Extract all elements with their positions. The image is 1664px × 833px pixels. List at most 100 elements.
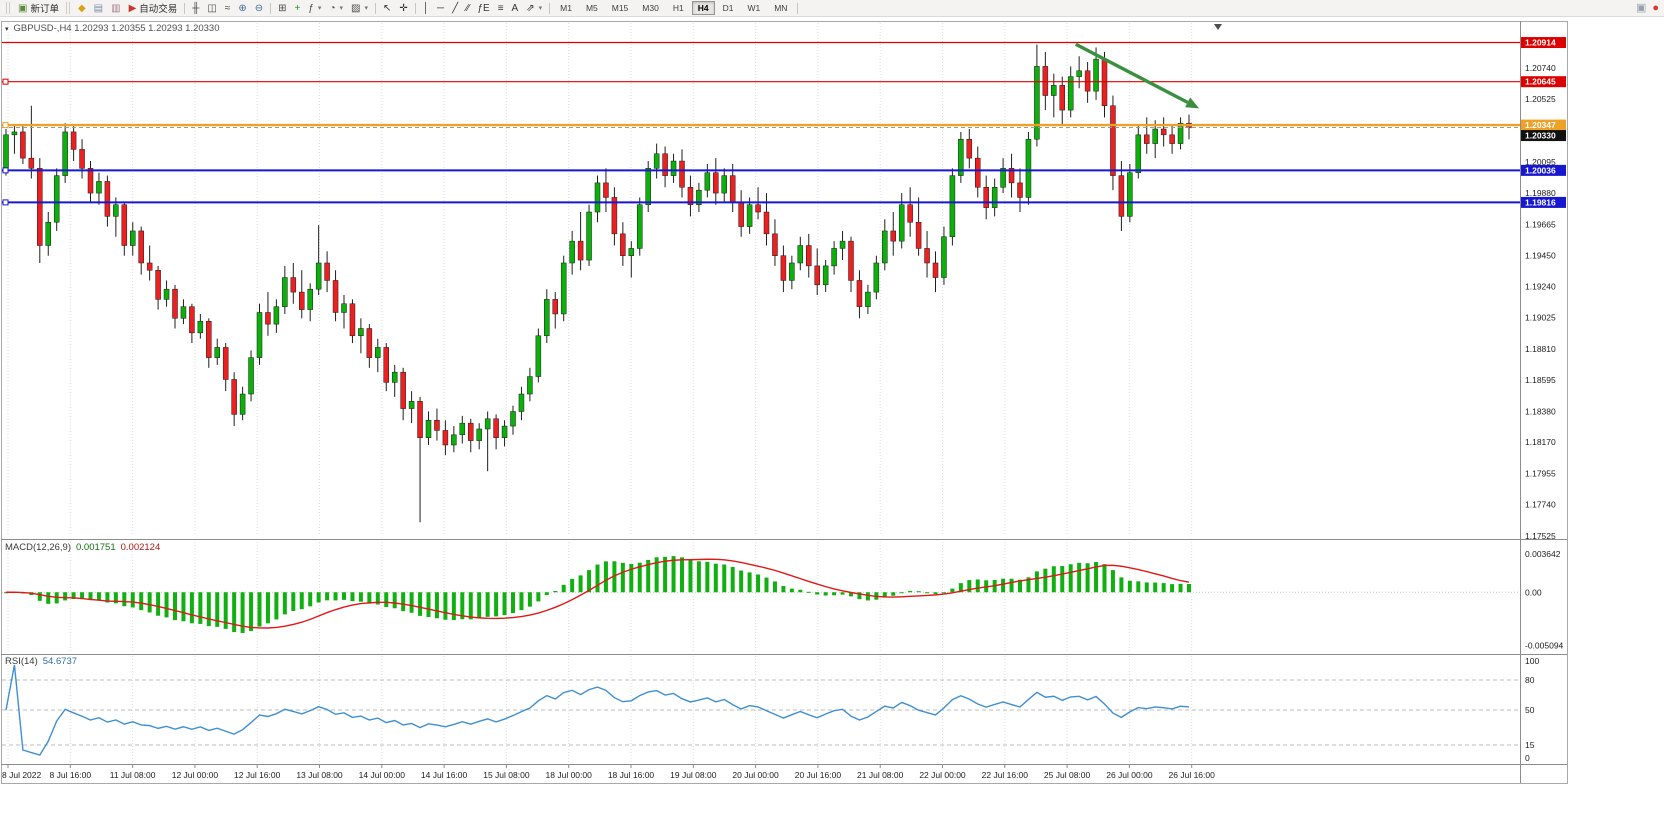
- candle-bullish: [45, 221, 51, 246]
- candle-bullish: [1076, 70, 1082, 77]
- macd-bar: [1077, 562, 1082, 593]
- periods-button[interactable]: ◔ ▾: [325, 1, 347, 16]
- indicator-list-button[interactable]: ƒ ▾: [304, 1, 325, 16]
- candle-bearish: [932, 262, 939, 278]
- macd-bar: [325, 592, 330, 601]
- price-axis-label: 1.18380: [1525, 407, 1556, 417]
- candles-series: [3, 44, 1192, 523]
- timeframe-m15-button[interactable]: M15: [611, 3, 629, 13]
- chart-window-frame: [1, 21, 1568, 784]
- macd-bar: [832, 592, 837, 596]
- line-chart-mode-button[interactable]: ≈: [221, 1, 235, 16]
- text-label-button[interactable]: A: [508, 1, 523, 16]
- community-icon[interactable]: ▣: [1635, 2, 1647, 14]
- toolbar-separator: [374, 2, 376, 14]
- horizontal-line-button[interactable]: ─: [433, 1, 448, 16]
- toolbar-grip[interactable]: [6, 2, 11, 14]
- terminal-window-button[interactable]: ▥: [107, 1, 124, 16]
- auto-trading-button[interactable]: ▶ 自动交易: [125, 1, 182, 16]
- candlestick-mode-button[interactable]: ◫: [203, 1, 220, 16]
- candle-bearish: [222, 347, 229, 380]
- macd-bar: [916, 591, 921, 593]
- candle-bearish: [231, 379, 237, 415]
- trend-arrow-line[interactable]: [1074, 42, 1189, 104]
- arrows-tool-icon: ⇗: [526, 2, 535, 14]
- macd-bar: [367, 592, 372, 604]
- time-axis-label: 13 Jul 08:00: [296, 770, 343, 780]
- crosshair-button[interactable]: ✛: [395, 1, 411, 16]
- rsi-axis-label: 50: [1525, 705, 1535, 715]
- candle-bullish: [746, 204, 753, 227]
- timeframe-h4-button[interactable]: H4: [691, 1, 715, 15]
- notification-icon[interactable]: ●: [1652, 2, 1659, 14]
- fibonacci-button[interactable]: ƒE: [473, 1, 493, 16]
- candle-bearish: [1059, 85, 1065, 111]
- candle-bullish: [1000, 168, 1006, 188]
- timeframe-m1-button[interactable]: M1: [560, 3, 572, 13]
- candle-bullish: [569, 240, 575, 264]
- timeframe-d1-button[interactable]: D1: [722, 3, 734, 13]
- price-tag-text: 1.19816: [1525, 197, 1556, 207]
- vertical-line-button[interactable]: │: [419, 1, 433, 16]
- candle-bullish: [839, 240, 846, 249]
- market-watch-button[interactable]: ◆: [74, 1, 90, 16]
- macd-bar: [375, 592, 380, 605]
- candle-bearish: [121, 204, 128, 246]
- price-tag: 1.20330: [1521, 130, 1566, 142]
- hline-anchor[interactable]: [2, 78, 9, 85]
- bar-chart-mode-button[interactable]: ╫: [188, 1, 203, 16]
- templates-button[interactable]: ▨ ▾: [347, 1, 372, 16]
- macd-bar: [274, 592, 279, 620]
- trendline-button[interactable]: ╱: [448, 1, 462, 16]
- macd-bar: [756, 574, 761, 593]
- timeframe-mn-button[interactable]: MN: [774, 3, 788, 13]
- periods-caret-icon: ▾: [339, 5, 343, 12]
- macd-bar: [1153, 582, 1158, 593]
- macd-bar: [358, 592, 363, 602]
- indicators-button[interactable]: +: [291, 1, 305, 16]
- candle-bearish: [349, 303, 356, 337]
- trend-arrow-head[interactable]: [1185, 97, 1200, 109]
- timeframe-w1-button[interactable]: W1: [747, 3, 761, 13]
- macd-bar: [418, 592, 423, 616]
- toolbar-grip[interactable]: [65, 2, 71, 14]
- price-axis-label: 1.19665: [1525, 219, 1556, 229]
- macd-bar: [494, 592, 499, 617]
- time-axis-label: 19 Jul 08:00: [670, 770, 717, 780]
- hline-anchor[interactable]: [2, 199, 9, 206]
- time-axis-label: 20 Jul 00:00: [732, 770, 779, 780]
- cursor-button[interactable]: ↖: [379, 1, 395, 16]
- macd-bar: [96, 592, 101, 601]
- data-window-button[interactable]: ▤: [90, 1, 107, 16]
- timeframe-m30-button[interactable]: M30: [642, 3, 659, 13]
- macd-bar: [215, 592, 220, 627]
- hline-anchor[interactable]: [2, 167, 9, 174]
- timeframe-m5-button[interactable]: M5: [585, 3, 598, 13]
- price-axis-label: 1.18810: [1525, 344, 1556, 354]
- timeframe-h1-button[interactable]: H1: [672, 3, 684, 13]
- templates-caret-icon: ▾: [364, 5, 368, 12]
- new-order-icon: ▣: [18, 2, 28, 14]
- new-order-button[interactable]: ▣ 新订单: [14, 1, 63, 16]
- macd-bar: [88, 592, 93, 601]
- macd-bar: [1119, 577, 1124, 593]
- candle-bearish: [848, 240, 854, 281]
- arrows-tool-button[interactable]: ⇗ ▾: [522, 1, 546, 16]
- zoom-out-button[interactable]: ⊖: [251, 1, 267, 16]
- tile-windows-button[interactable]: ⊞: [274, 1, 290, 16]
- equidistant-channel-button[interactable]: ∕∕: [462, 1, 473, 16]
- macd-bar: [401, 592, 406, 612]
- hline-anchor[interactable]: [2, 122, 9, 129]
- time-axis-label: 8 Jul 2022: [2, 770, 41, 780]
- macd-bar: [561, 584, 566, 593]
- candle-bullish: [510, 411, 516, 427]
- objects-list-button[interactable]: ≡: [494, 1, 508, 16]
- zoom-in-button[interactable]: ⊕: [234, 1, 250, 16]
- macd-bar: [181, 592, 186, 622]
- macd-bar: [553, 590, 558, 593]
- macd-bar: [139, 592, 144, 611]
- macd-bar: [1026, 577, 1031, 593]
- chart-shift-marker[interactable]: [1214, 24, 1222, 30]
- macd-axis-label: 0.003642: [1525, 549, 1561, 559]
- macd-bar: [891, 592, 896, 596]
